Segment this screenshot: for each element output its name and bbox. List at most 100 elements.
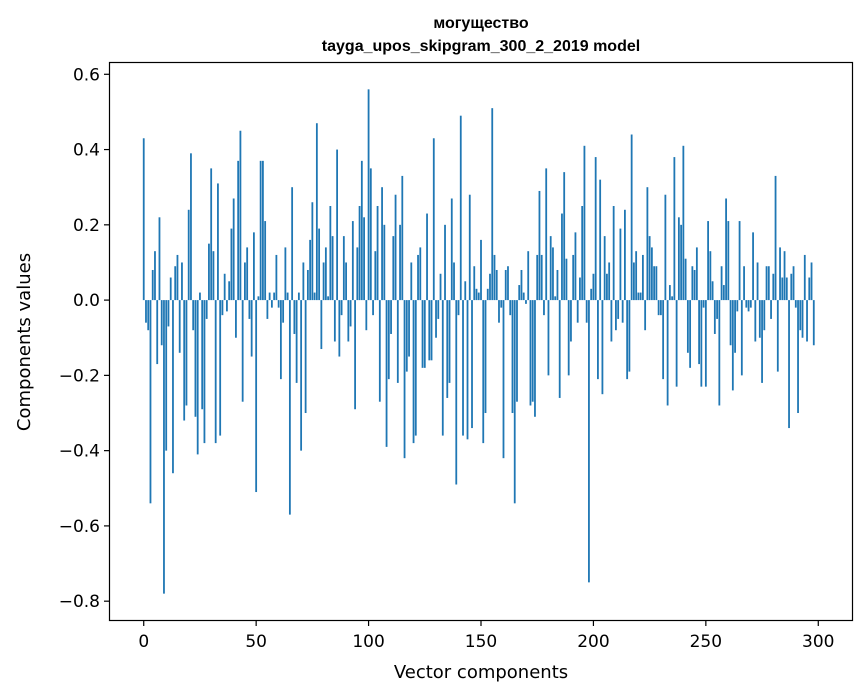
bar — [435, 300, 437, 338]
bar — [621, 300, 624, 323]
bar — [259, 160, 262, 301]
bar — [390, 300, 392, 334]
bar — [518, 285, 521, 301]
bar — [248, 300, 251, 319]
bar — [664, 194, 667, 301]
bar — [545, 168, 548, 301]
bar — [347, 300, 350, 342]
bar — [417, 254, 419, 301]
bar — [381, 187, 383, 301]
bar — [464, 281, 467, 301]
bar — [378, 300, 381, 402]
bar — [405, 300, 408, 372]
bar — [356, 247, 359, 301]
plot-frame — [108, 61, 854, 622]
bar — [277, 300, 280, 308]
bar — [567, 300, 570, 376]
bar — [172, 300, 174, 474]
bar — [630, 134, 633, 301]
bar — [650, 247, 653, 301]
bar — [738, 221, 741, 301]
x-tick-label: 100 — [352, 632, 384, 652]
bar — [145, 300, 147, 323]
bar — [570, 300, 572, 342]
bar — [720, 266, 723, 301]
bar — [633, 262, 635, 301]
bar — [360, 160, 363, 301]
bar — [581, 206, 584, 301]
bar — [275, 254, 278, 301]
bar — [185, 300, 188, 406]
bar — [765, 266, 768, 301]
bar — [797, 300, 799, 414]
bar — [154, 251, 156, 301]
bar — [803, 254, 806, 301]
bar — [212, 251, 215, 301]
bar — [711, 281, 714, 301]
bar — [221, 300, 224, 316]
bar — [747, 300, 750, 312]
bar — [358, 206, 361, 301]
bar — [635, 251, 638, 301]
bar — [686, 300, 689, 353]
bar — [414, 300, 417, 436]
bar — [619, 228, 622, 301]
bar — [740, 300, 743, 376]
bar — [666, 300, 669, 406]
bar — [228, 281, 231, 301]
bar — [392, 236, 395, 301]
bar — [639, 292, 642, 301]
bar — [583, 145, 586, 301]
bar — [603, 236, 606, 301]
bar — [774, 175, 777, 301]
bar — [421, 300, 424, 368]
bar — [579, 277, 581, 301]
bar — [684, 258, 687, 301]
bar — [574, 232, 577, 301]
bar — [810, 262, 813, 301]
bar — [441, 300, 444, 436]
bar — [576, 300, 579, 323]
bar — [599, 179, 602, 301]
y-tick-label: 0.6 — [73, 65, 100, 85]
bar — [644, 300, 647, 331]
bar — [511, 300, 514, 414]
bar — [253, 232, 255, 301]
bar — [734, 300, 736, 353]
bar — [590, 288, 593, 301]
y-axis-label: Components values — [14, 253, 35, 431]
bar — [473, 266, 476, 301]
x-tick-label: 150 — [465, 632, 497, 652]
bar — [403, 300, 406, 459]
bar — [324, 247, 327, 301]
bar — [552, 247, 554, 301]
bar — [749, 300, 752, 308]
bar — [509, 300, 512, 316]
bar — [585, 300, 588, 323]
y-tick-label: 0.2 — [73, 216, 100, 236]
bar — [288, 300, 291, 515]
bar — [270, 300, 273, 308]
bar — [374, 251, 377, 301]
bar — [471, 300, 473, 429]
bar — [482, 300, 485, 444]
bar — [480, 239, 482, 301]
bar — [536, 254, 539, 301]
bar — [615, 300, 617, 331]
bar — [700, 300, 703, 387]
bar — [554, 296, 557, 301]
bar — [520, 269, 523, 301]
x-tick-label: 250 — [690, 632, 722, 652]
bar — [306, 269, 309, 301]
bar — [601, 300, 604, 395]
bar — [592, 273, 595, 301]
bar — [394, 194, 397, 301]
y-tick-label: −0.6 — [59, 517, 100, 537]
bar — [453, 262, 455, 301]
bar — [538, 190, 541, 301]
bar — [279, 300, 282, 380]
bar — [772, 273, 775, 301]
bar — [183, 300, 186, 421]
bar — [232, 198, 235, 301]
bar — [297, 292, 300, 301]
